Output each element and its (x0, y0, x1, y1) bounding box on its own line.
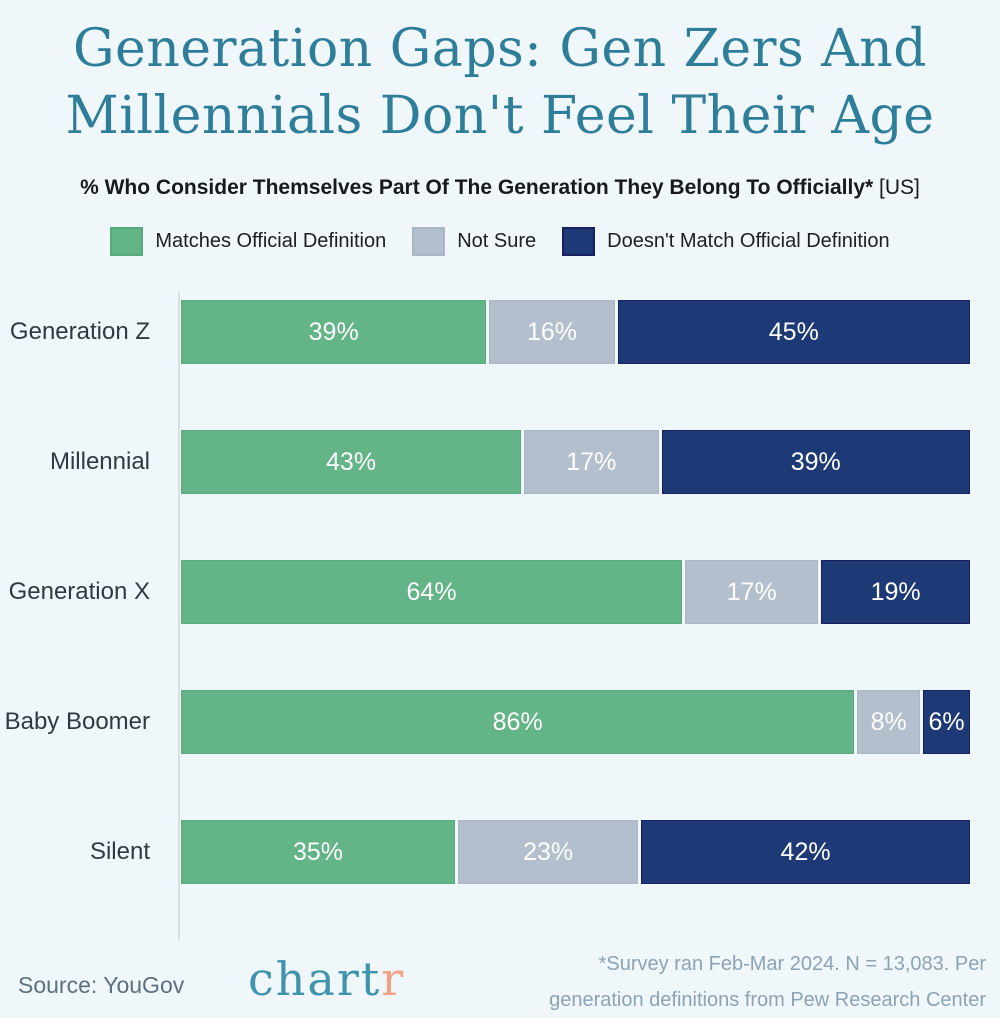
chartr-logo: chartr (248, 952, 405, 1006)
bar-track: 35% 23% 42% (181, 820, 970, 884)
bar-segment: 64% (181, 560, 683, 624)
chart-subtitle-region: [US] (873, 176, 920, 199)
bar-value-label: 35% (293, 837, 344, 866)
chart-subtitle: % Who Consider Themselves Part Of The Ge… (0, 176, 1000, 200)
chart-row: Baby Boomer 86% 8% 6% (0, 690, 1000, 754)
bar-segment: 17% (524, 430, 659, 494)
bar-value-label: 16% (526, 317, 578, 346)
survey-footnote: *Survey ran Feb-Mar 2024. N = 13,083. Pe… (549, 946, 986, 1018)
legend-swatch-icon (110, 227, 144, 256)
bar-segment: 39% (181, 300, 487, 364)
chart-subtitle-main: % Who Consider Themselves Part Of The Ge… (80, 176, 874, 199)
legend-swatch-icon (562, 227, 596, 256)
y-axis-line (178, 292, 180, 940)
bar-value-label: 43% (326, 447, 377, 476)
category-label: Silent (89, 838, 150, 865)
chart-row: Generation X 64% 17% 19% (0, 560, 1000, 624)
category-label: Generation X (8, 578, 150, 605)
bar-value-label: 45% (768, 317, 819, 346)
bar-value-label: 17% (726, 577, 777, 606)
bar-value-label: 8% (870, 707, 907, 736)
bar-segment: 8% (857, 690, 921, 754)
legend-item: Not Sure (412, 227, 536, 256)
bar-track: 43% 17% 39% (181, 430, 970, 494)
bar-segment: 45% (617, 300, 970, 364)
survey-footnote-line1: *Survey ran Feb-Mar 2024. N = 13,083. Pe… (598, 953, 986, 975)
survey-footnote-line2: generation definitions from Pew Research… (549, 989, 986, 1011)
stacked-bar-chart: Generation Z 39% 16% 45% Millennial 43% 17% 39%… (0, 292, 1000, 940)
bar-segment: 86% (181, 690, 855, 754)
category-label: Millennial (49, 448, 150, 475)
chart-row: Generation Z 39% 16% 45% (0, 300, 1000, 364)
bar-segment: 35% (181, 820, 456, 884)
chart-row: Silent 35% 23% 42% (0, 820, 1000, 884)
bar-segment: 39% (661, 430, 970, 494)
source-attribution: Source: YouGov (18, 972, 185, 998)
chart-footer: Source: YouGov chartr *Survey ran Feb-Ma… (0, 944, 1000, 1016)
legend-label: Not Sure (457, 230, 537, 252)
bar-segment: 17% (685, 560, 819, 624)
bar-track: 39% 16% 45% (181, 300, 970, 364)
bar-track: 86% 8% 6% (181, 690, 970, 754)
legend-item: Doesn't Match Official Definition (562, 227, 890, 256)
bar-segment: 19% (821, 560, 970, 624)
category-label: Baby Boomer (4, 708, 150, 735)
bar-value-label: 39% (790, 447, 841, 476)
bar-value-label: 19% (870, 577, 921, 606)
bar-segment: 6% (923, 690, 970, 754)
bar-segment: 23% (458, 820, 639, 884)
chartr-logo-chart: chart (248, 952, 382, 1006)
category-label: Generation Z (9, 318, 150, 345)
bar-segment: 43% (181, 430, 522, 494)
bar-value-label: 42% (780, 837, 831, 866)
legend-swatch-icon (412, 227, 446, 256)
bar-value-label: 86% (492, 707, 543, 736)
bar-value-label: 64% (406, 577, 457, 606)
legend-label: Doesn't Match Official Definition (607, 230, 890, 252)
legend-label: Matches Official Definition (155, 230, 387, 252)
chart-rows: Generation Z 39% 16% 45% Millennial 43% 17% 39%… (0, 300, 1000, 884)
legend-item: Matches Official Definition (110, 227, 386, 256)
page-title-line1: Generation Gaps: Gen Zers And (73, 19, 927, 79)
bar-value-label: 6% (928, 707, 965, 736)
bar-value-label: 39% (308, 317, 359, 346)
chartr-logo-r: r (381, 952, 406, 1006)
bar-value-label: 17% (566, 447, 617, 476)
chart-row: Millennial 43% 17% 39% (0, 430, 1000, 494)
bar-segment: 16% (489, 300, 615, 364)
chart-legend: Matches Official Definition Not Sure Doesn… (0, 227, 1000, 256)
bar-value-label: 23% (523, 837, 574, 866)
bar-track: 64% 17% 19% (181, 560, 970, 624)
page-title-line2: Millennials Don't Feel Their Age (65, 86, 935, 146)
page-title: Generation Gaps: Gen Zers And Millennial… (0, 16, 1000, 150)
bar-segment: 42% (641, 820, 970, 884)
